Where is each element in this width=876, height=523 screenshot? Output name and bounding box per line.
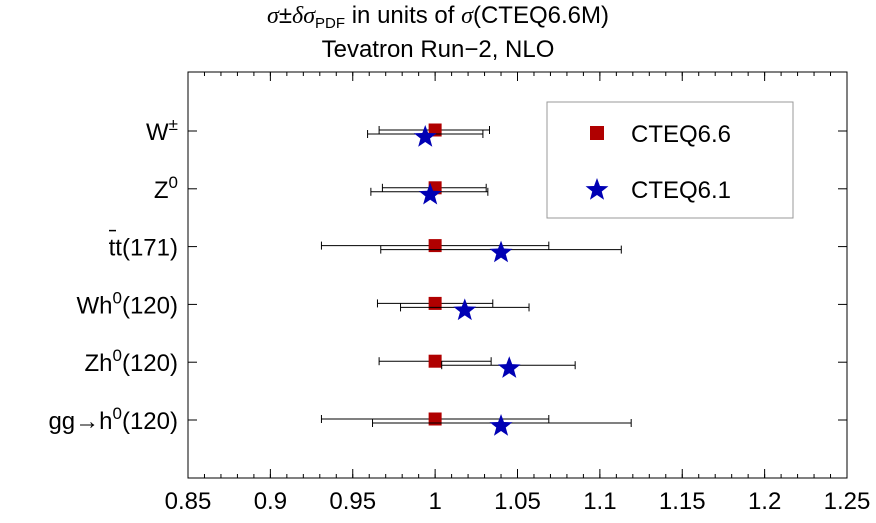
category-label: Wh0(120)	[77, 288, 179, 319]
square-marker	[428, 412, 442, 426]
x-tick-label: 1.25	[824, 488, 871, 515]
data-point	[378, 354, 492, 368]
x-tick-label: 0.85	[165, 488, 212, 515]
legend-star-icon	[585, 178, 609, 200]
square-marker	[428, 296, 442, 310]
star-marker	[413, 125, 437, 147]
star-marker	[497, 356, 521, 378]
legend: CTEQ6.6 CTEQ6.1	[546, 101, 794, 219]
x-tick-label: 1.1	[583, 488, 616, 515]
data-point	[400, 298, 530, 321]
chart-title-line2: Tevatron Run−2, NLO	[321, 36, 555, 63]
star-marker	[453, 298, 477, 321]
category-label: gg→h0(120)	[48, 404, 178, 435]
data-point	[370, 182, 489, 205]
star-marker	[418, 182, 442, 205]
star-marker	[489, 240, 513, 263]
legend-box	[546, 101, 794, 219]
data-point	[372, 414, 632, 436]
data-point	[380, 240, 622, 263]
x-tick-label: 1.15	[659, 488, 706, 515]
x-tick-label: 1.2	[748, 488, 781, 515]
legend-label: CTEQ6.1	[631, 177, 731, 204]
data-point	[367, 125, 484, 147]
data-point	[441, 356, 576, 378]
data-point	[378, 123, 490, 137]
data-point	[320, 412, 550, 426]
legend-label: CTEQ6.6	[631, 121, 731, 148]
x-tick-label: 0.9	[254, 488, 287, 515]
data-point	[320, 239, 550, 253]
data-point	[376, 296, 494, 310]
x-tick-label: 1.05	[494, 488, 541, 515]
legend-square-icon	[590, 126, 604, 140]
category-label: tt(171)	[109, 235, 178, 262]
category-label: W±	[146, 115, 178, 146]
category-label: Z0	[154, 173, 178, 204]
x-tick-label: 0.95	[329, 488, 376, 515]
chart-title-line1: σ±δσPDF in units of σ(CTEQ6.6M)	[267, 2, 609, 32]
square-marker	[428, 354, 442, 368]
star-marker	[489, 414, 513, 436]
x-tick-label: 1	[428, 488, 441, 515]
square-marker	[428, 239, 442, 253]
category-label: Zh0(120)	[84, 346, 178, 377]
